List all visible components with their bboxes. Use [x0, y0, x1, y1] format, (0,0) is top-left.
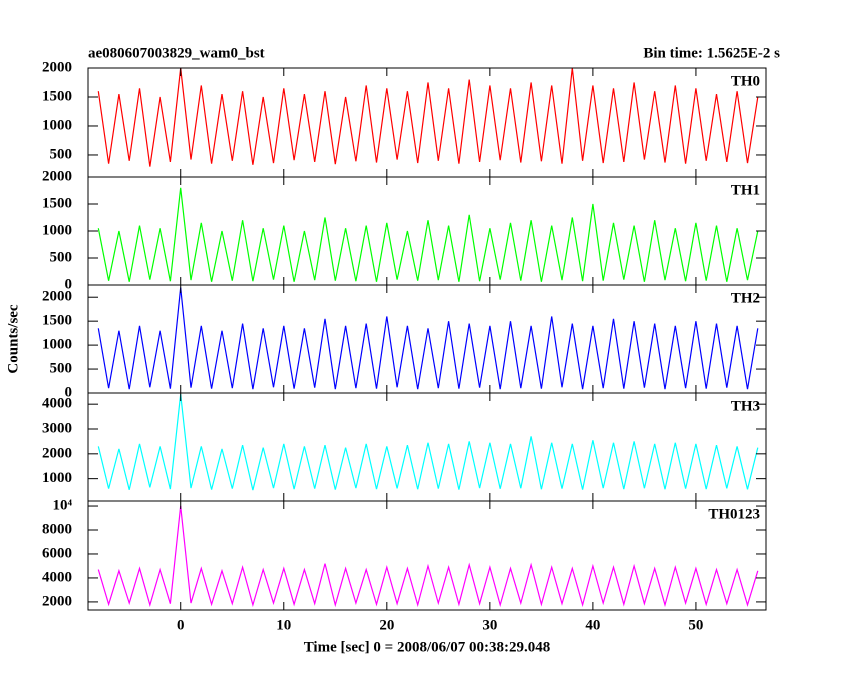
y-tick-label: 500	[50, 249, 73, 265]
y-tick-label: 2000	[42, 59, 72, 75]
y-tick-label: 1500	[42, 88, 72, 104]
x-tick-label: 10	[276, 617, 291, 633]
y-tick-label: 8000	[42, 521, 72, 537]
light-curve	[97, 287, 759, 390]
y-tick-label: 1000	[42, 470, 72, 486]
panel-label: TH3	[731, 398, 760, 414]
panel-frame	[87, 500, 767, 611]
chart-title: ae080607003829_wam0_bst	[88, 45, 265, 61]
panel-label: TH1	[731, 182, 760, 198]
y-tick-label: 3000	[42, 420, 72, 436]
y-tick-label: 1000	[42, 337, 72, 353]
y-tick-label: 1500	[42, 313, 72, 329]
y-tick-label: 2000	[42, 593, 72, 609]
panel-label: TH0123	[708, 506, 760, 522]
y-tick-label: 1000	[42, 222, 72, 238]
y-tick-label: 0	[65, 276, 73, 292]
light-curve	[97, 67, 759, 167]
light-curve	[97, 394, 759, 491]
y-axis-label: Counts/sec	[5, 304, 21, 374]
bin-time: Bin time: 1.5625E-2 s	[643, 45, 780, 61]
panel-label: TH0	[731, 73, 760, 89]
y-tick-label: 4000	[42, 569, 72, 585]
y-tick-label: 500	[50, 146, 73, 162]
x-tick-label: 50	[688, 617, 703, 633]
light-curve	[97, 505, 759, 608]
y-tick-label: 10⁴	[53, 497, 73, 513]
x-tick-label: 20	[379, 617, 394, 633]
y-tick-label: 1500	[42, 195, 72, 211]
x-tick-label: 30	[482, 617, 497, 633]
y-tick-label: 2000	[42, 445, 72, 461]
y-tick-label: 2000	[42, 289, 72, 305]
y-tick-label: 6000	[42, 545, 72, 561]
x-axis-label: Time [sec] 0 = 2008/06/07 00:38:29.048	[304, 639, 551, 655]
y-tick-label: 2000	[42, 168, 72, 184]
y-tick-label: 500	[50, 360, 73, 376]
y-tick-label: 0	[65, 384, 73, 400]
x-tick-label: 40	[585, 617, 600, 633]
light-curve	[97, 187, 759, 282]
y-tick-label: 4000	[42, 396, 72, 412]
x-tick-label: 0	[177, 617, 185, 633]
panel-label: TH2	[731, 290, 760, 306]
y-tick-label: 1000	[42, 117, 72, 133]
